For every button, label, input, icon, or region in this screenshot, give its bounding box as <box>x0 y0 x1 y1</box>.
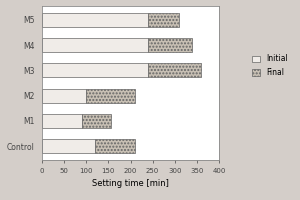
Bar <box>42 13 148 27</box>
Bar <box>86 89 135 103</box>
Bar <box>42 114 82 128</box>
Bar <box>148 63 201 77</box>
Bar <box>42 89 86 103</box>
Bar <box>95 139 135 153</box>
Bar <box>42 63 148 77</box>
Legend: Initial, Final: Initial, Final <box>251 53 290 79</box>
X-axis label: Setting time [min]: Setting time [min] <box>92 179 169 188</box>
Bar <box>42 38 148 52</box>
Bar <box>148 13 179 27</box>
Bar <box>82 114 111 128</box>
Bar <box>42 139 95 153</box>
Bar <box>148 38 193 52</box>
